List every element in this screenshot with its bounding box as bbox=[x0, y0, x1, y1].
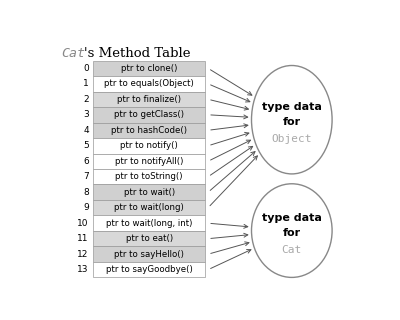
Text: ptr to sayHello(): ptr to sayHello() bbox=[114, 250, 184, 259]
Bar bbox=[94, 184, 205, 200]
Text: type data: type data bbox=[262, 102, 322, 112]
Text: 9: 9 bbox=[83, 203, 89, 212]
Text: ptr to clone(): ptr to clone() bbox=[121, 64, 177, 73]
Bar bbox=[94, 60, 205, 76]
Text: for: for bbox=[283, 117, 301, 127]
Bar bbox=[94, 123, 205, 138]
Text: 0: 0 bbox=[83, 64, 89, 73]
Text: type data: type data bbox=[262, 213, 322, 223]
Text: ptr to notify(): ptr to notify() bbox=[120, 141, 178, 150]
Bar bbox=[94, 76, 205, 92]
Text: ptr to getClass(): ptr to getClass() bbox=[114, 110, 184, 119]
Text: ptr to equals(Object): ptr to equals(Object) bbox=[104, 79, 194, 88]
Text: ptr to finalize(): ptr to finalize() bbox=[117, 95, 181, 104]
Bar bbox=[94, 169, 205, 184]
Bar bbox=[94, 107, 205, 123]
Text: 1: 1 bbox=[83, 79, 89, 88]
Text: 10: 10 bbox=[77, 219, 89, 228]
Text: Cat: Cat bbox=[282, 245, 302, 255]
Text: ptr to hashCode(): ptr to hashCode() bbox=[111, 126, 187, 135]
Text: for: for bbox=[283, 228, 301, 238]
Text: 8: 8 bbox=[83, 188, 89, 197]
Bar bbox=[94, 200, 205, 215]
Bar bbox=[94, 215, 205, 231]
Text: 6: 6 bbox=[83, 157, 89, 166]
Text: 12: 12 bbox=[77, 250, 89, 259]
Text: 4: 4 bbox=[83, 126, 89, 135]
Text: Object: Object bbox=[272, 134, 312, 144]
Text: ptr to toString(): ptr to toString() bbox=[116, 172, 183, 181]
Text: 13: 13 bbox=[77, 265, 89, 274]
Text: ptr to eat(): ptr to eat() bbox=[126, 234, 173, 243]
Text: 11: 11 bbox=[77, 234, 89, 243]
Bar bbox=[94, 262, 205, 277]
Ellipse shape bbox=[252, 66, 332, 174]
Text: 2: 2 bbox=[83, 95, 89, 104]
Text: 's Method Table: 's Method Table bbox=[84, 47, 190, 60]
Ellipse shape bbox=[252, 184, 332, 277]
Text: ptr to wait(long, int): ptr to wait(long, int) bbox=[106, 219, 192, 228]
Text: 5: 5 bbox=[83, 141, 89, 150]
Bar bbox=[94, 154, 205, 169]
Bar bbox=[94, 92, 205, 107]
Bar bbox=[94, 246, 205, 262]
Text: ptr to wait(long): ptr to wait(long) bbox=[114, 203, 184, 212]
Text: ptr to sayGoodbye(): ptr to sayGoodbye() bbox=[106, 265, 192, 274]
Text: 7: 7 bbox=[83, 172, 89, 181]
Bar bbox=[94, 138, 205, 154]
Text: ptr to wait(): ptr to wait() bbox=[124, 188, 175, 197]
Bar bbox=[94, 231, 205, 246]
Text: ptr to notifyAll(): ptr to notifyAll() bbox=[115, 157, 183, 166]
Text: Cat: Cat bbox=[61, 47, 85, 60]
Text: 3: 3 bbox=[83, 110, 89, 119]
